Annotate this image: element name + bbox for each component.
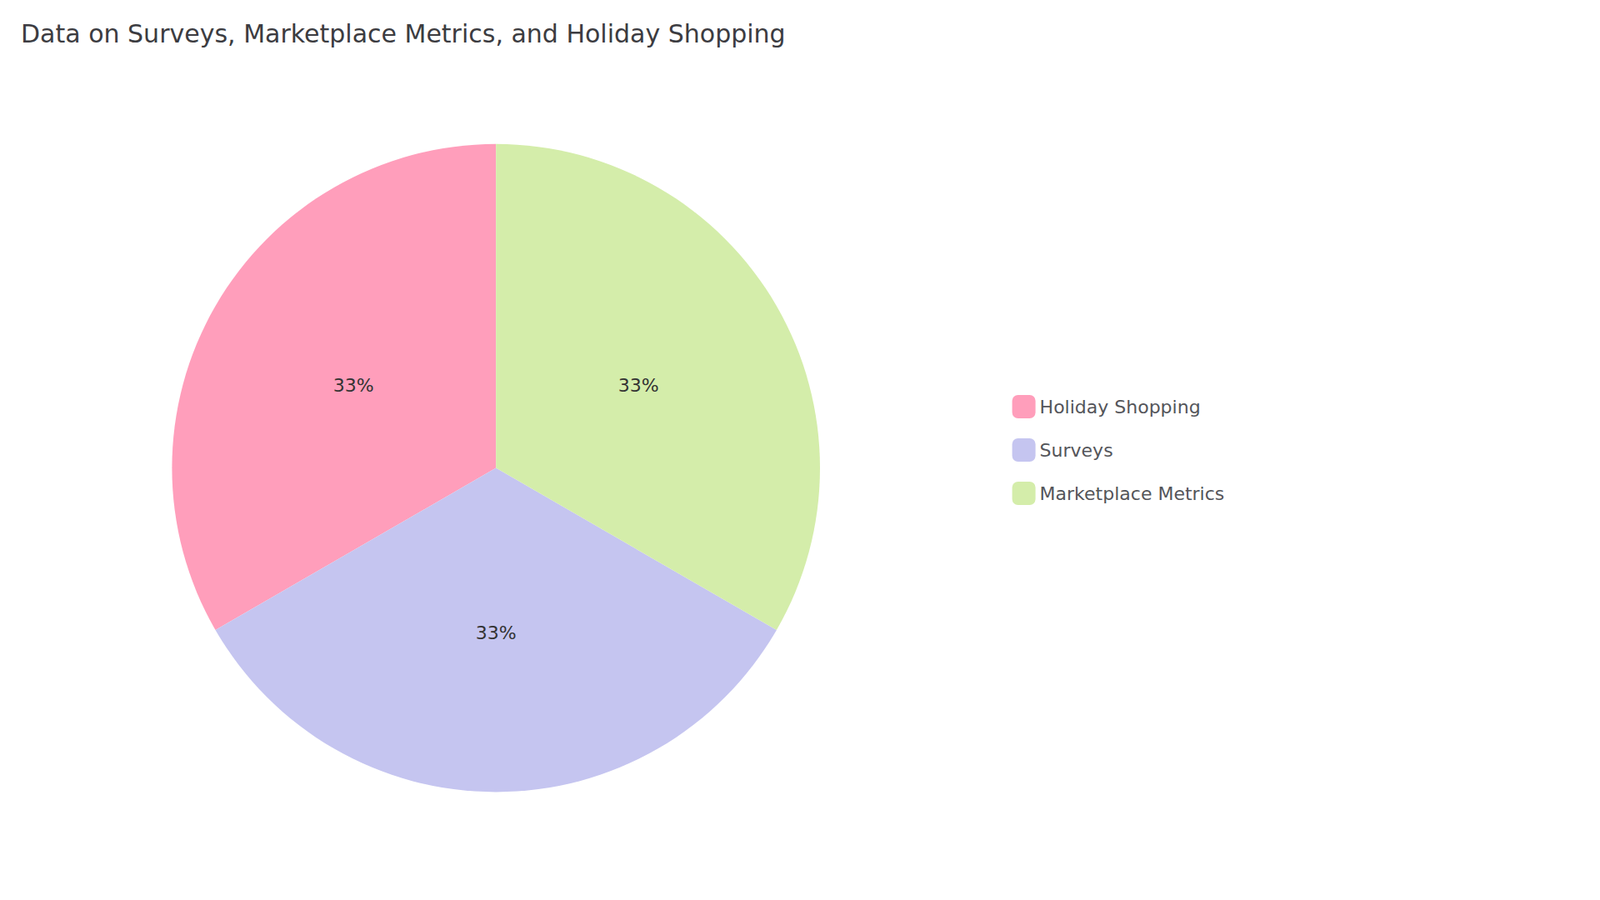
svg-text:33%: 33% <box>333 375 375 396</box>
svg-text:33%: 33% <box>618 375 660 396</box>
svg-text:Marketplace Metrics: Marketplace Metrics <box>1040 483 1225 505</box>
svg-text:Data on Surveys, Marketplace M: Data on Surveys, Marketplace Metrics, an… <box>20 19 786 49</box>
svg-text:Holiday Shopping: Holiday Shopping <box>1040 396 1201 418</box>
svg-text:33%: 33% <box>475 622 517 644</box>
svg-text:Surveys: Surveys <box>1040 440 1114 461</box>
